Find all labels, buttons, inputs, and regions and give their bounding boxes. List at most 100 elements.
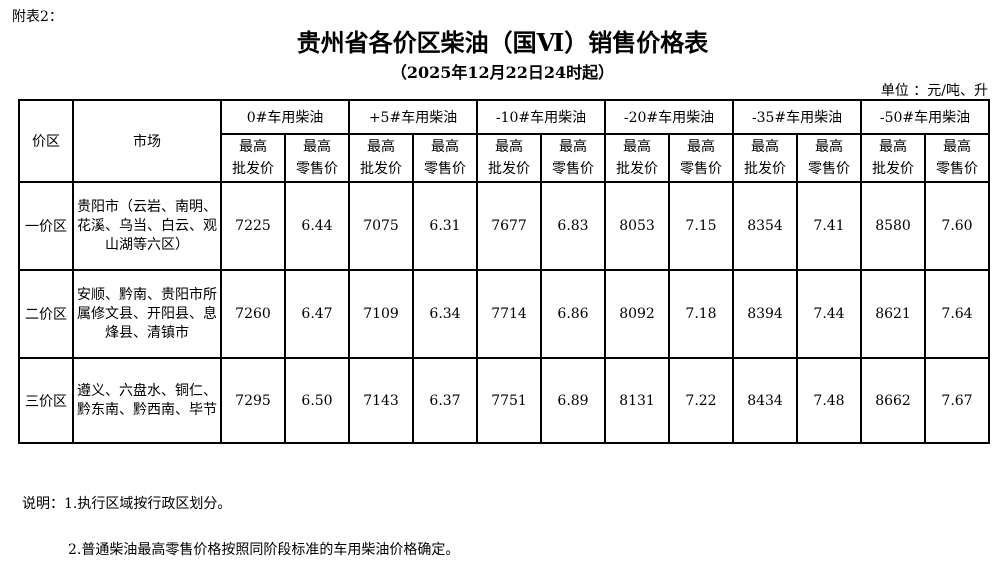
subheader-wholesale: 最高 批发价 — [476, 133, 543, 183]
price-cell: 8434 — [732, 357, 799, 444]
price-cell: 7714 — [476, 269, 543, 359]
subheader-line: 零售价 — [808, 161, 851, 177]
price-cell: 7.48 — [796, 357, 863, 444]
subheader-line: 批发价 — [872, 161, 915, 177]
price-cell: 8394 — [732, 269, 799, 359]
subheader-retail: 最高 零售价 — [540, 133, 607, 183]
table-row-zone-1: 一价区 贵阳市（云岩、南明、花溪、乌当、白云、观山湖等六区） 7225 6.44… — [18, 181, 991, 271]
price-cell: 7.64 — [924, 269, 991, 359]
price-cell: 8621 — [860, 269, 927, 359]
header-market: 市场 — [72, 99, 222, 183]
subheader-line: 批发价 — [744, 161, 787, 177]
price-cell: 6.37 — [412, 357, 479, 444]
subheader-line: 最高 — [495, 139, 524, 155]
subheader-retail: 最高 零售价 — [796, 133, 863, 183]
price-cell: 7295 — [220, 357, 286, 444]
subheader-retail: 最高 零售价 — [924, 133, 991, 183]
price-cell: 6.83 — [540, 181, 607, 271]
price-cell: 7109 — [348, 269, 415, 359]
price-cell: 7.15 — [668, 181, 735, 271]
subheader-line: 最高 — [367, 139, 396, 155]
subheader-wholesale: 最高 批发价 — [604, 133, 671, 183]
market-cell: 贵阳市（云岩、南明、花溪、乌当、白云、观山湖等六区） — [72, 181, 222, 271]
price-cell: 6.50 — [283, 357, 351, 444]
header-group-minus35-diesel: -35#车用柴油 — [732, 99, 863, 135]
price-cell: 7.41 — [796, 181, 863, 271]
header-group-minus10-diesel: -10#车用柴油 — [476, 99, 607, 135]
header-group-minus50-diesel: -50#车用柴油 — [860, 99, 991, 135]
subheader-line: 最高 — [815, 139, 844, 155]
subheader-line: 最高 — [623, 139, 652, 155]
note-2: 2.普通柴油最高零售价格按照同阶段标准的车用柴油价格确定。 — [68, 542, 460, 558]
subheader-line: 零售价 — [680, 161, 723, 177]
effective-date-subtitle: （2025年12月22日24时起） — [390, 63, 615, 82]
price-cell: 7143 — [348, 357, 415, 444]
price-cell: 6.89 — [540, 357, 607, 444]
price-cell: 8092 — [604, 269, 671, 359]
header-price-zone: 价区 — [18, 99, 74, 183]
market-cell: 遵义、六盘水、铜仁、黔东南、黔西南、毕节 — [72, 357, 222, 444]
price-cell: 6.47 — [283, 269, 351, 359]
price-cell: 7225 — [220, 181, 286, 271]
price-cell: 6.34 — [412, 269, 479, 359]
subheader-line: 最高 — [431, 139, 460, 155]
price-cell: 6.31 — [412, 181, 479, 271]
subheader-line: 批发价 — [616, 161, 659, 177]
price-cell: 7260 — [220, 269, 286, 359]
price-cell: 6.44 — [283, 181, 351, 271]
subheader-line: 最高 — [943, 139, 972, 155]
header-group-0-diesel: 0#车用柴油 — [219, 99, 351, 135]
subheader-wholesale: 最高 批发价 — [348, 133, 415, 183]
price-cell: 8131 — [604, 357, 671, 444]
subheader-wholesale: 最高 批发价 — [860, 133, 927, 183]
subheader-wholesale: 最高 批发价 — [220, 133, 286, 183]
price-cell: 7075 — [348, 181, 415, 271]
subheader-line: 零售价 — [424, 161, 467, 177]
unit-label: 单位 ：元/吨、升 — [880, 83, 988, 99]
price-cell: 7.44 — [796, 269, 863, 359]
price-cell: 7.18 — [668, 269, 735, 359]
subheader-line: 最高 — [303, 139, 331, 155]
market-cell: 安顺、黔南、贵阳市所属修文县、开阳县、息烽县、清镇市 — [72, 269, 222, 359]
subheader-line: 最高 — [751, 139, 780, 155]
subheader-retail: 最高 零售价 — [668, 133, 735, 183]
subheader-line: 批发价 — [488, 161, 531, 177]
subheader-line: 零售价 — [936, 161, 979, 177]
zone-cell: 二价区 — [18, 269, 74, 359]
subheader-line: 零售价 — [552, 161, 595, 177]
subheader-retail: 最高 零售价 — [412, 133, 479, 183]
header-group-minus20-diesel: -20#车用柴油 — [604, 99, 735, 135]
page-title: 贵州省各价区柴油（国Ⅵ）销售价格表 — [296, 28, 709, 57]
price-cell: 7751 — [476, 357, 543, 444]
table-row-zone-2: 二价区 安顺、黔南、贵阳市所属修文县、开阳县、息烽县、清镇市 7260 6.47… — [18, 269, 991, 359]
price-cell: 6.86 — [540, 269, 607, 359]
price-cell: 8580 — [860, 181, 927, 271]
price-cell: 7677 — [476, 181, 543, 271]
zone-cell: 三价区 — [18, 357, 74, 444]
header-row-groups: 价区 市场 0#车用柴油 +5#车用柴油 -10#车用柴油 -20#车用柴油 -… — [18, 99, 991, 183]
diesel-price-table: 价区 市场 0#车用柴油 +5#车用柴油 -10#车用柴油 -20#车用柴油 -… — [18, 99, 991, 444]
attachment-label: 附表2： — [12, 9, 63, 25]
zone-cell: 一价区 — [18, 181, 74, 271]
subheader-wholesale: 最高 批发价 — [732, 133, 799, 183]
subheader-line: 批发价 — [232, 161, 274, 177]
price-cell: 8662 — [860, 357, 927, 444]
subheader-retail: 最高 零售价 — [283, 133, 351, 183]
subheader-line: 批发价 — [360, 161, 403, 177]
table-row-zone-3: 三价区 遵义、六盘水、铜仁、黔东南、黔西南、毕节 7295 6.50 7143 … — [18, 357, 991, 444]
price-cell: 7.67 — [924, 357, 991, 444]
header-group-plus5-diesel: +5#车用柴油 — [348, 99, 479, 135]
price-cell: 8354 — [732, 181, 799, 271]
price-cell: 7.60 — [924, 181, 991, 271]
subheader-line: 最高 — [239, 139, 267, 155]
subheader-line: 最高 — [879, 139, 908, 155]
subheader-line: 零售价 — [296, 161, 338, 177]
note-1: 说明：1.执行区域按行政区划分。 — [22, 496, 232, 512]
subheader-line: 最高 — [559, 139, 588, 155]
header-row-subheaders: 最高 批发价 最高 零售价 最高 批发价 最高 零售价 最高 批发价 — [19, 133, 991, 183]
price-cell: 7.22 — [668, 357, 735, 444]
notes-section: 说明：1.执行区域按行政区划分。 2.普通柴油最高零售价格按照同阶段标准的车用柴… — [22, 494, 1005, 560]
price-cell: 8053 — [604, 181, 671, 271]
subheader-line: 最高 — [687, 139, 716, 155]
